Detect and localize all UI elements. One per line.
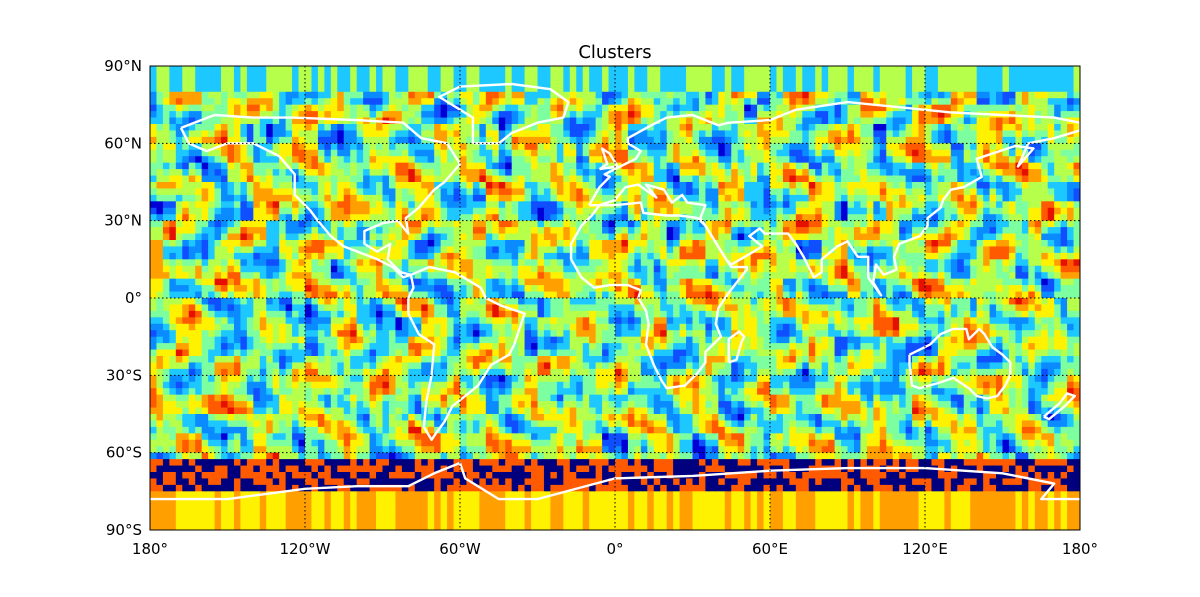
coastline-7 — [727, 330, 746, 364]
plot-frame — [149, 65, 1081, 531]
latitude-label: 30°S — [106, 366, 142, 384]
longitude-label: 120°E — [902, 540, 948, 558]
latitude-label: 90°N — [104, 57, 142, 75]
cluster-field — [150, 66, 1080, 530]
map-title: Clusters — [578, 42, 651, 63]
latitude-label: 0° — [125, 289, 142, 307]
latitude-label: 60°N — [104, 134, 142, 152]
longitude-labels: 180° 120°W 60°W 0° 60°E 120°E 180° — [132, 540, 1098, 558]
latitude-label: 90°S — [106, 521, 142, 539]
longitude-label: 60°W — [439, 540, 481, 558]
latitude-label: 60°S — [106, 444, 142, 462]
longitude-label: 180° — [132, 540, 168, 558]
coastline-1 — [407, 265, 526, 441]
coastline-9 — [1043, 392, 1076, 421]
latitude-labels: 90°N 60°N 30°N 0° 30°S 60°S 90°S — [104, 57, 142, 539]
latitude-label: 30°N — [104, 212, 142, 230]
longitude-label: 0° — [606, 540, 623, 558]
coastline-5 — [438, 82, 570, 145]
longitude-label: 180° — [1062, 540, 1098, 558]
longitude-label: 60°E — [752, 540, 788, 558]
coastline-0 — [179, 113, 462, 279]
coastline-6 — [150, 461, 1080, 501]
longitude-label: 120°W — [280, 540, 331, 558]
